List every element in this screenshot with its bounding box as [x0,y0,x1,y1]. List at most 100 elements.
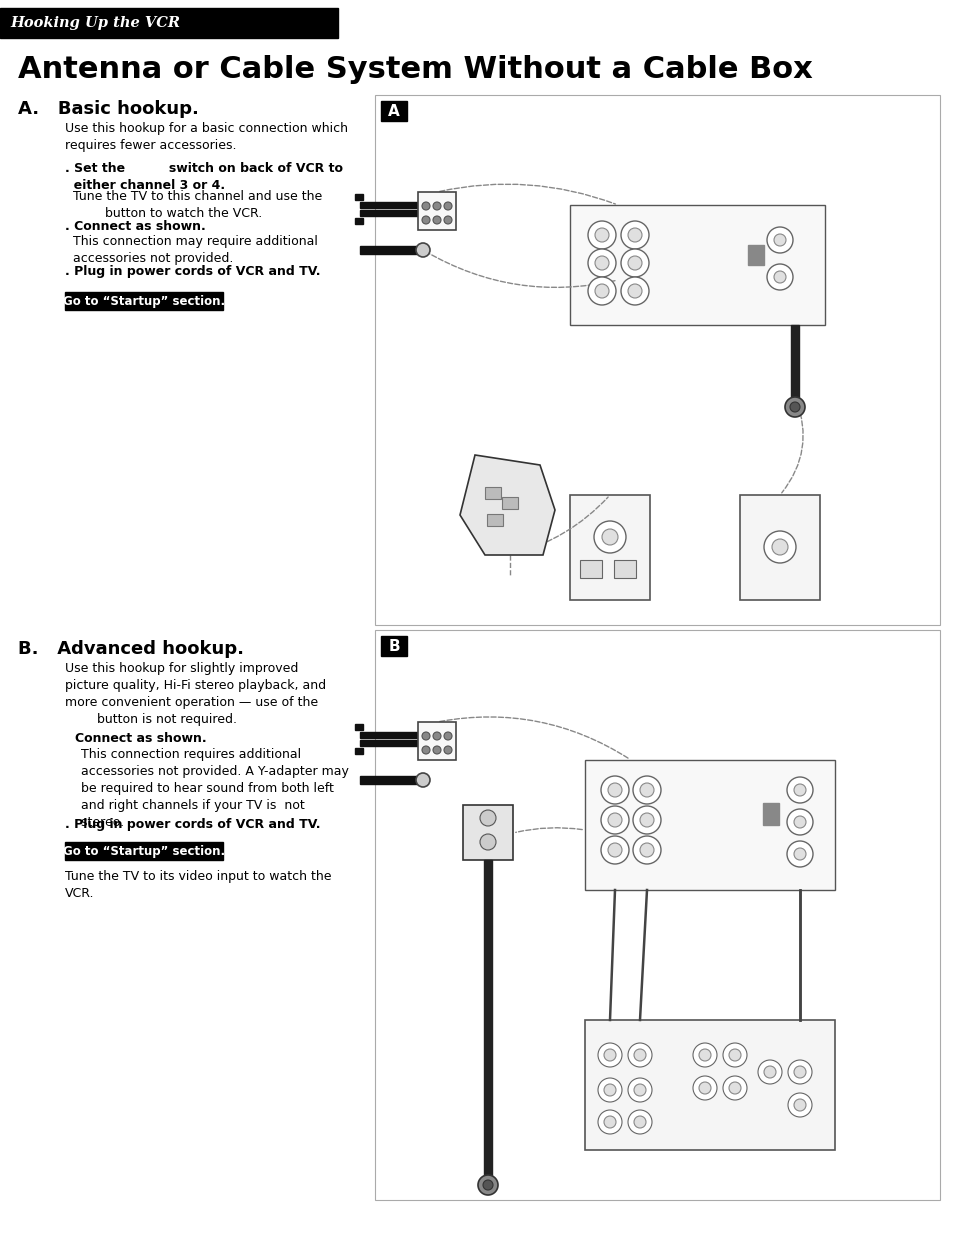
Bar [462,805,513,860]
Circle shape [766,227,792,253]
Text: Use this hookup for a basic connection which
requires fewer accessories.: Use this hookup for a basic connection w… [65,122,348,152]
Circle shape [793,816,805,827]
Bar [417,722,456,760]
Circle shape [692,1044,717,1067]
Bar [0,7,337,38]
Circle shape [773,233,785,246]
Circle shape [787,1060,811,1084]
Circle shape [633,776,660,804]
Text: . Connect as shown.: . Connect as shown. [65,220,206,233]
Circle shape [607,783,621,797]
Circle shape [620,221,648,249]
Circle shape [416,773,430,787]
Circle shape [443,732,452,740]
Circle shape [443,216,452,224]
Bar [569,205,824,325]
Bar [355,748,363,755]
Circle shape [728,1049,740,1061]
Text: B.   Advanced hookup.: B. Advanced hookup. [18,640,244,658]
Circle shape [699,1082,710,1094]
Circle shape [634,1049,645,1061]
Circle shape [603,1084,616,1095]
Circle shape [639,844,654,857]
Circle shape [793,1066,805,1078]
Circle shape [587,249,616,277]
Bar [417,191,456,230]
Circle shape [601,529,618,545]
Bar [359,740,417,746]
Text: . Plug in power cords of VCR and TV.: . Plug in power cords of VCR and TV. [65,266,320,278]
Circle shape [793,784,805,797]
Circle shape [433,732,440,740]
Circle shape [595,228,608,242]
Circle shape [479,834,496,850]
Bar [747,245,763,266]
Bar [359,776,419,784]
Circle shape [786,777,812,803]
Bar [359,246,419,254]
Circle shape [603,1049,616,1061]
Circle shape [771,538,787,555]
Bar [483,860,492,1186]
Polygon shape [459,454,555,555]
Circle shape [421,203,430,210]
Bar [355,194,363,200]
Text: . Plug in power cords of VCR and TV.: . Plug in power cords of VCR and TV. [65,818,320,831]
Circle shape [692,1076,717,1100]
Circle shape [433,203,440,210]
Text: Antenna or Cable System Without a Cable Box: Antenna or Cable System Without a Cable … [18,56,812,84]
Bar [65,842,223,860]
Circle shape [443,203,452,210]
Circle shape [722,1076,746,1100]
Circle shape [786,809,812,835]
Text: Go to “Startup” section.: Go to “Startup” section. [63,294,225,308]
Circle shape [633,836,660,864]
Bar [579,559,601,578]
Circle shape [443,746,452,755]
Bar [501,496,517,509]
Circle shape [595,284,608,298]
Circle shape [639,783,654,797]
Circle shape [787,1093,811,1116]
Circle shape [598,1110,621,1134]
Circle shape [627,1110,651,1134]
Bar [359,203,417,207]
Text: Connect as shown.: Connect as shown. [75,732,207,745]
Circle shape [421,732,430,740]
Circle shape [598,1078,621,1102]
Bar [65,291,223,310]
Text: Use this hookup for slightly improved
picture quality, Hi-Fi stereo playback, an: Use this hookup for slightly improved pi… [65,662,326,726]
Bar [355,219,363,224]
Circle shape [786,841,812,867]
Circle shape [627,1078,651,1102]
Circle shape [600,806,628,834]
Circle shape [433,216,440,224]
Circle shape [627,256,641,270]
Bar [584,1020,834,1150]
Text: B: B [388,638,399,653]
Bar [762,803,779,825]
Bar [355,724,363,730]
Bar [375,95,939,625]
Circle shape [763,1066,775,1078]
Circle shape [793,1099,805,1112]
Circle shape [728,1082,740,1094]
Text: This connection requires additional
    accessories not provided. A Y-adapter ma: This connection requires additional acce… [65,748,349,829]
Text: Go to “Startup” section.: Go to “Startup” section. [63,845,225,857]
Circle shape [594,521,625,553]
Text: . Set the          switch on back of VCR to
  either channel 3 or 4.: . Set the switch on back of VCR to eithe… [65,162,343,191]
Circle shape [479,810,496,826]
Circle shape [421,216,430,224]
Circle shape [766,264,792,290]
Bar [790,325,799,415]
Text: A.   Basic hookup.: A. Basic hookup. [18,100,198,119]
Circle shape [587,221,616,249]
Bar [380,101,407,121]
Bar [569,495,649,600]
Circle shape [477,1174,497,1195]
Bar [584,760,834,890]
Circle shape [639,813,654,827]
Circle shape [758,1060,781,1084]
Circle shape [784,396,804,417]
Bar [740,495,820,600]
